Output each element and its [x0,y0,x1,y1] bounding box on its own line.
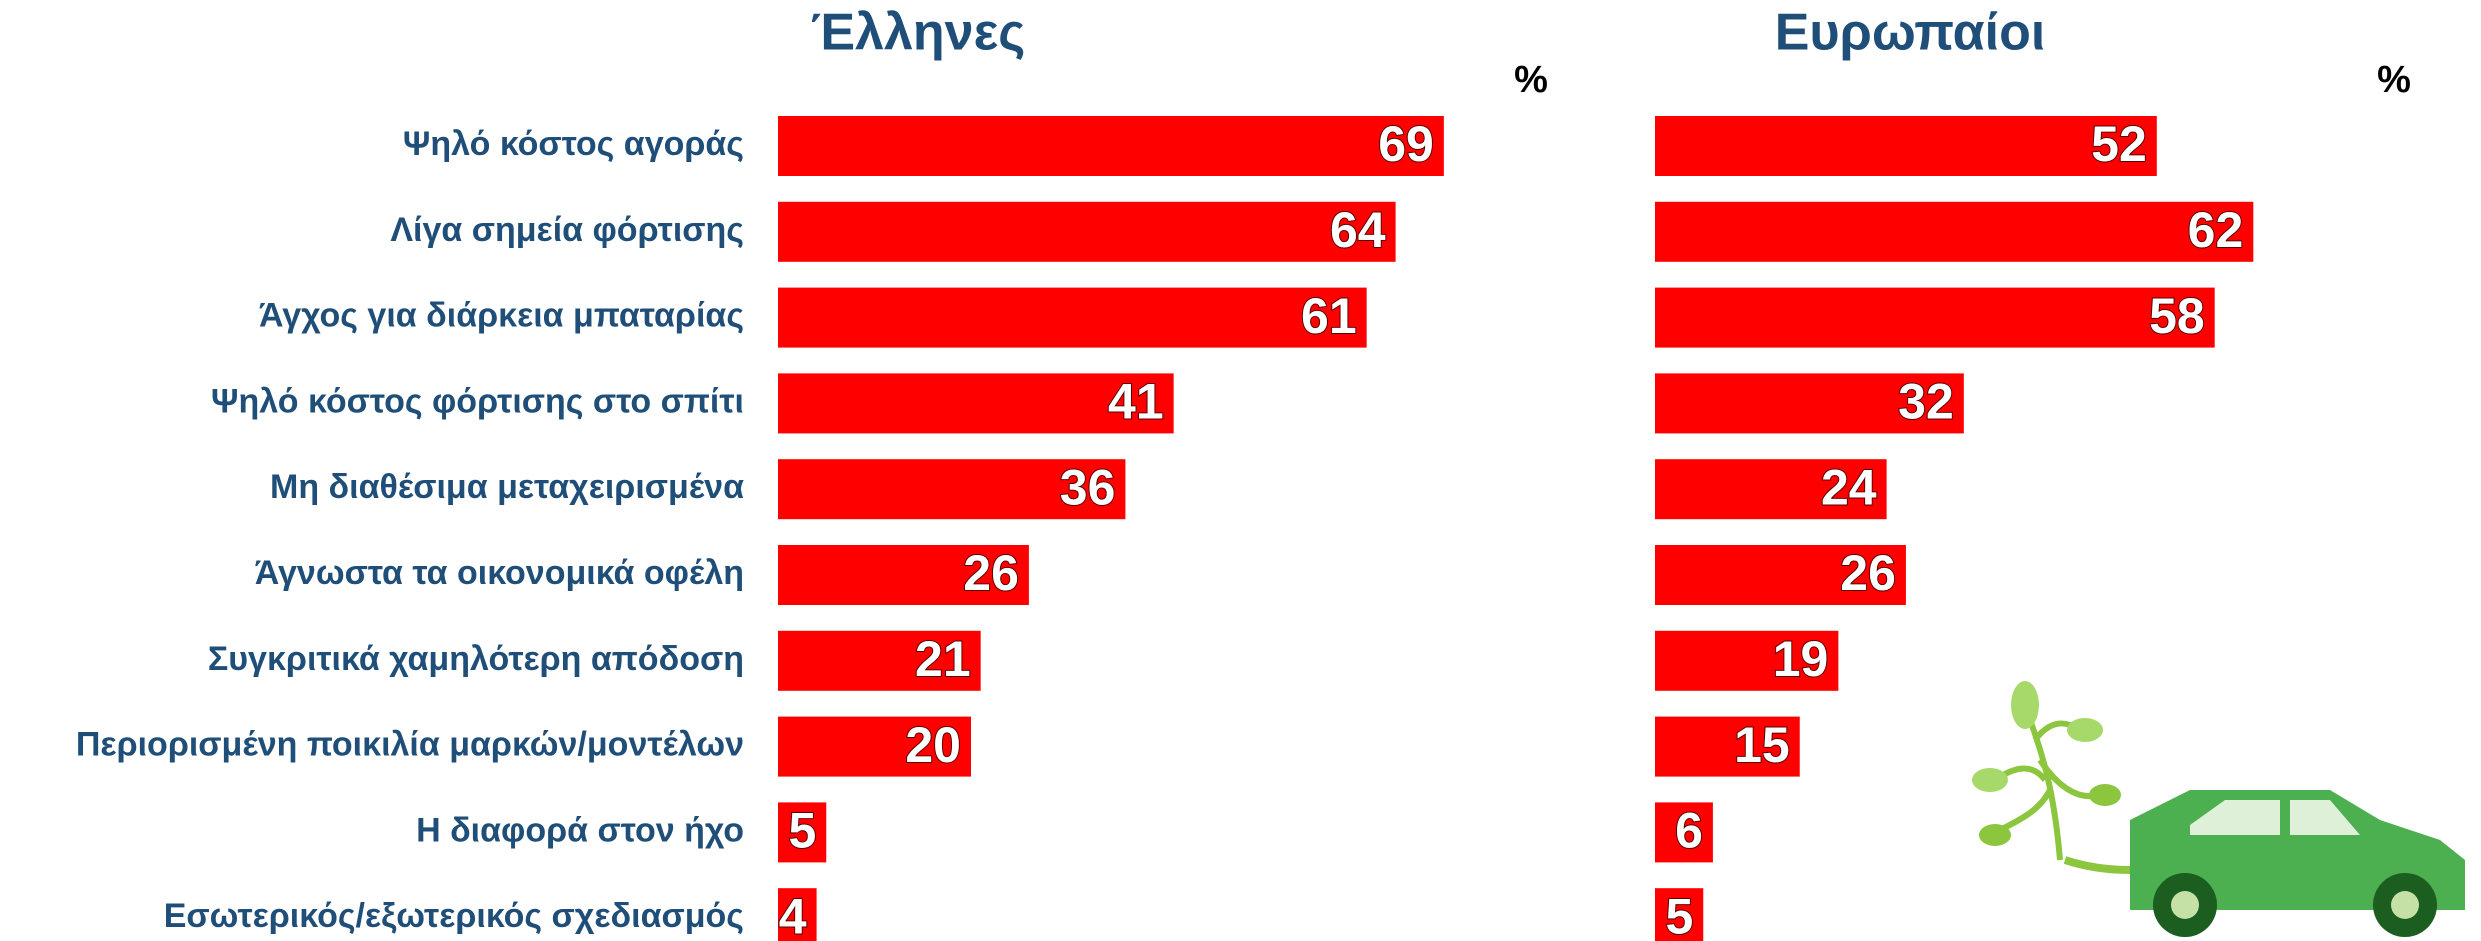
category-label: Συγκριτικά χαμηλότερη απόδοση [208,640,744,678]
value-label: 58 [2149,288,2205,344]
bar [778,288,1367,348]
value-label: 69 [1378,116,1434,172]
unit-label: % [1514,59,1548,101]
value-label: 64 [1330,202,1386,258]
category-label: Άγχος για διάρκεια μπαταρίας [259,297,744,335]
category-label: Λίγα σημεία φόρτισης [390,211,744,249]
bar [1655,202,2253,262]
bar [778,116,1444,176]
value-label: 19 [1773,631,1829,687]
value-label: 32 [1898,374,1954,430]
value-label: 36 [1060,459,1116,515]
category-label: Εσωτερικός/εξωτερικός σχεδιασμός [164,897,744,935]
bar [1655,288,2215,348]
chart: Ψηλό κόστος αγοράς Λίγα σημεία φόρτισης Άγ… [0,0,2481,941]
value-label: 26 [963,545,1019,601]
value-label: 61 [1301,288,1357,344]
chart-title: Έλληνες [811,4,1026,62]
value-label: 62 [2188,202,2244,258]
category-label: Περιορισμένη ποικιλία μαρκών/μοντέλων [76,726,744,764]
unit-label: % [2377,59,2411,101]
category-label: Άγνωστα τα οικονομικά οφέλη [255,554,744,592]
bar [778,202,1396,262]
value-label: 6 [1675,803,1703,859]
value-label: 24 [1821,459,1877,515]
value-label: 52 [2091,116,2147,172]
bar [1655,116,2157,176]
category-label: Ψηλό κόστος φόρτισης στο σπίτι [211,382,744,420]
value-label: 15 [1734,717,1790,773]
chart-title: Ευρωπαίοι [1775,4,2046,62]
category-label: Μη διαθέσιμα μεταχειρισμένα [270,468,744,506]
value-label: 20 [905,717,961,773]
value-label: 41 [1108,374,1164,430]
value-label: 26 [1840,545,1896,601]
category-label: Η διαφορά στον ήχο [416,811,744,849]
value-label: 21 [915,631,971,687]
value-label: 5 [1665,888,1693,941]
value-label: 4 [779,888,807,941]
category-label: Ψηλό κόστος αγοράς [403,125,744,163]
value-label: 5 [788,803,816,859]
car-illustration [1972,681,2465,937]
